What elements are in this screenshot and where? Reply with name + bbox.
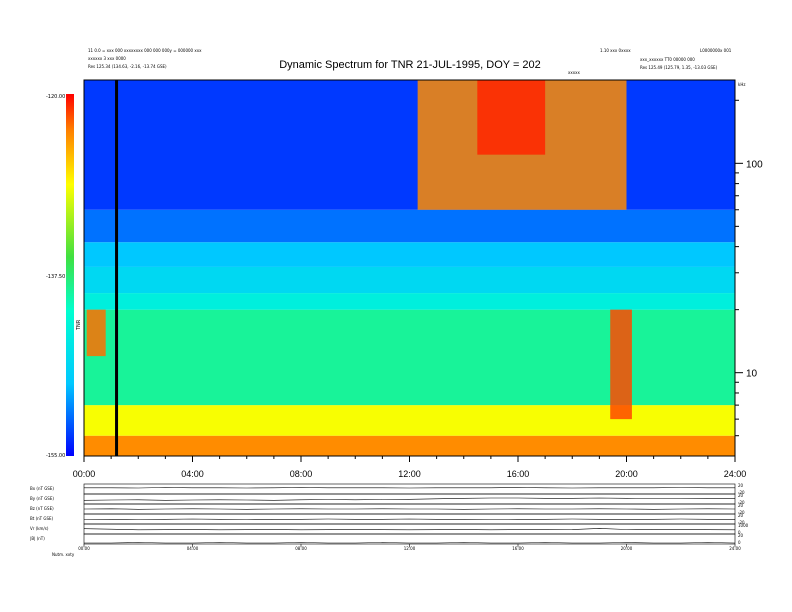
spectrum-event-3 [86,309,106,357]
colorbar [66,94,74,456]
panel-series-3 [83,518,735,520]
panel-frame-4 [83,523,736,535]
marker-label: xxxxx [568,70,580,75]
panel-right-tick-top-5: 20 [738,533,744,538]
panel-series-4 [83,528,736,531]
panel-right-tick-top-2: 20 [738,503,744,508]
panel-label-2: Bz (nT GSE) [30,506,54,511]
panel-right-tick-bottom-3: -20 [738,520,745,525]
header-right-line-4: Res 125.49 (125.79, 1.35, -13.03 GSE) [640,65,718,70]
panel-label-4: Vr (km/s) [30,526,49,531]
frequency-axis-ticks [735,99,743,437]
panel-time-axis-labels: 00:00 04:00 08:00 12:00 16:00 20:00 24:0… [78,546,741,551]
panel-right-tick-bottom-0: -20 [738,490,745,495]
spectrum-band-1 [84,405,735,436]
panel-time-tick-2400: 24:00 [729,546,741,551]
time-tick-0000: 00:00 [73,469,96,479]
spectrogram-events [86,80,632,420]
colorbar-tick-mid: -137.50 [46,274,65,280]
colorbar-label: TNR [76,319,82,331]
panel-2: Bz (nT GSE)20-20 [30,503,745,515]
colorbar-tick-bottom: -155.00 [46,453,65,459]
header-left-line-3: Res 125.34 (134.63, -2.16, -13.74 GSE) [88,64,167,69]
frequency-tick-label-100: 100 [746,159,763,170]
time-tick-2000: 20:00 [615,469,638,479]
panel-label-5: |B| (nT) [30,536,45,541]
spectrogram-bands [84,80,735,456]
panel-label-3: Bt (nT GSE) [30,516,54,521]
panel-right-tick-top-3: 20 [738,513,744,518]
panel-3: Bt (nT GSE)20-20 [30,513,745,525]
time-tick-1200: 12:00 [398,469,421,479]
panel-time-tick-0400: 04:00 [187,546,199,551]
header-right-line-2: L0000000x 001 [700,48,732,53]
spectrum-band-6 [84,209,735,243]
panel-right-tick-bottom-2: -20 [738,510,745,515]
panel-right-tick-top-0: 20 [738,483,744,488]
panel-series-5 [84,542,736,544]
header-left-line-2: xxxxxx 3 xxx 0000 [88,56,126,61]
spectrum-band-5 [84,242,735,267]
colorbar-tick-top: -120.00 [46,94,65,100]
chart-title: Dynamic Spectrum for TNR 21-JUL-1995, DO… [279,59,541,71]
panel-label-0: Bx (nT GSE) [30,486,54,491]
frequency-tick-label-10: 10 [746,369,758,380]
spectrum-event-1 [477,80,546,155]
panel-right-tick-top-4: 1000 [738,523,749,528]
header-right-line-1: 1.10 xxx 0xxxx [600,48,631,53]
time-tick-0800: 08:00 [290,469,313,479]
panel-time-tick-2000: 20:00 [621,546,633,551]
panel-time-tick-0800: 08:00 [295,546,307,551]
panel-time-tick-0000: 00:00 [78,546,90,551]
panel-right-tick-bottom-5: 0 [738,540,741,545]
time-axis-labels: 00:00 04:00 08:00 12:00 16:00 20:00 24:0… [73,469,747,479]
panel-0: Bx (nT GSE)20-20 [30,483,745,495]
time-tick-0400: 04:00 [181,469,204,479]
time-tick-2400: 24:00 [724,469,747,479]
panel-right-tick-bottom-1: -20 [738,500,745,505]
panel-series-1 [83,497,735,501]
right-unit-label: kHz [738,82,745,87]
panel-frame-0 [83,483,736,495]
panel-1: By (nT GSE)20-20 [30,493,745,505]
header-left-line-1: 11 0.0 = xxx 000 xxxxxxxx 000 000 000y =… [88,48,202,53]
spectrum-band-7 [84,80,735,210]
panel-right-tick-bottom-4: 0 [738,530,741,535]
panel-right-tick-top-1: 20 [738,493,744,498]
panel-footer-label: Nutm. xxty [52,552,75,557]
time-tick-1600: 16:00 [507,469,530,479]
panel-5: |B| (nT)200 [30,533,744,545]
panel-label-1: By (nT GSE) [30,496,54,501]
panel-time-tick-1200: 12:00 [404,546,416,551]
spectrum-band-2 [84,309,735,406]
time-axis-ticks [83,456,736,462]
spectrum-event-2 [610,309,632,420]
panel-series-2 [83,508,736,510]
spectrum-band-4 [84,266,735,294]
panel-time-tick-1600: 16:00 [512,546,524,551]
panel-4: Vr (km/s) 1000 0 [30,523,749,535]
spectrum-band-3 [84,293,735,310]
header-right-line-3: xxx_xxxxxx TT0 00000 000 [640,57,695,62]
spectrum-band-0 [84,435,735,456]
panel-series-0 [84,487,735,489]
